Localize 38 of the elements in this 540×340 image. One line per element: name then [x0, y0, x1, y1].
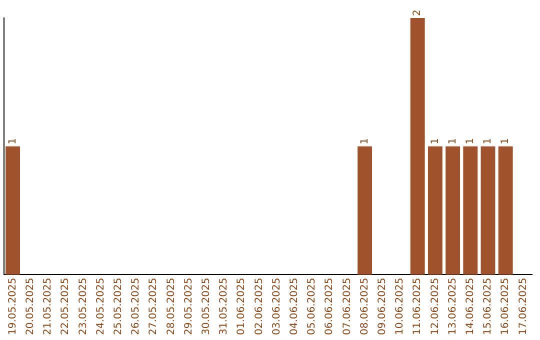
data-label: 1	[482, 138, 494, 144]
x-tick-label: 26.05.2025	[130, 278, 142, 336]
x-tick-label: 03.06.2025	[271, 278, 282, 336]
x-tick-label: 12.06.2025	[430, 278, 441, 336]
x-tick-label: 05.06.2025	[306, 278, 318, 336]
x-tick-label: 06.06.2025	[324, 278, 336, 336]
x-tick-label: 19.05.2025	[7, 278, 18, 336]
data-label: 1	[430, 138, 441, 144]
data-label: 1	[464, 138, 476, 144]
x-tick-label: 25.05.2025	[112, 278, 124, 336]
x-tick-label: 27.05.2025	[148, 278, 160, 336]
x-tick-label: 22.05.2025	[60, 278, 72, 336]
x-tick-label: 04.06.2025	[288, 278, 300, 336]
x-tick-label: 20.05.2025	[24, 278, 36, 336]
data-label: 1	[447, 138, 458, 144]
x-tick-label: 23.05.2025	[78, 278, 89, 336]
data-label: 1	[500, 138, 512, 144]
x-tick-label: 17.06.2025	[518, 278, 529, 336]
x-tick-label: 24.05.2025	[95, 278, 106, 336]
data-label: 2	[412, 10, 424, 16]
x-tick-label: 15.06.2025	[482, 278, 494, 336]
x-tick-label: 11.06.2025	[412, 278, 424, 336]
x-tick-label: 07.06.2025	[342, 278, 353, 336]
x-tick-label: 10.06.2025	[394, 278, 406, 336]
x-tick-label: 16.06.2025	[500, 278, 512, 336]
x-tick-label: 02.06.2025	[254, 278, 265, 336]
data-label: 1	[7, 138, 18, 144]
x-tick-label: 29.05.2025	[183, 278, 194, 336]
x-tick-label: 31.05.2025	[218, 278, 230, 336]
x-tick-label: 08.06.2025	[359, 278, 370, 336]
x-tick-label: 28.05.2025	[166, 278, 177, 336]
x-tick-label: 09.06.2025	[376, 278, 388, 336]
x-tick-label: 13.06.2025	[447, 278, 458, 336]
x-tick-label: 01.06.2025	[236, 278, 248, 336]
data-label: 1	[359, 138, 370, 144]
x-tick-label: 30.05.2025	[200, 278, 212, 336]
x-tick-label: 14.06.2025	[464, 278, 476, 336]
x-tick-label: 21.05.2025	[42, 278, 54, 336]
